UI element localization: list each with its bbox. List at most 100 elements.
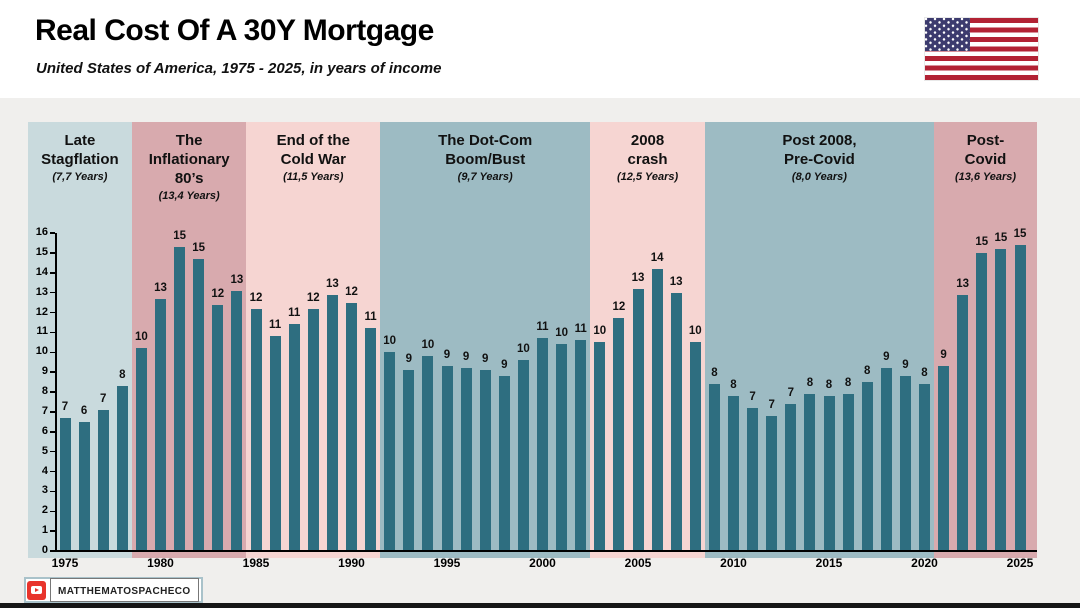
bar xyxy=(1014,244,1026,551)
bar xyxy=(899,376,911,551)
bar xyxy=(307,308,319,551)
bar xyxy=(517,360,529,551)
bar xyxy=(728,395,739,551)
bar-value-label: 8 xyxy=(806,376,814,389)
y-tick-mark xyxy=(50,550,55,552)
bar-value-label: 9 xyxy=(501,359,508,372)
bar-value-label: 11 xyxy=(574,323,587,336)
bar xyxy=(78,421,90,551)
y-tick-label: 10 xyxy=(35,345,48,358)
bar xyxy=(594,342,606,551)
era-title: Post 2008, xyxy=(782,132,857,149)
bar-value-label: 15 xyxy=(192,241,206,254)
era-title: End of the xyxy=(276,132,350,149)
y-axis-line xyxy=(55,233,57,551)
bar-value-label: 8 xyxy=(119,369,126,382)
bar-value-label: 7 xyxy=(99,392,107,405)
era-title: 2008 xyxy=(630,132,665,149)
bar xyxy=(995,248,1007,551)
x-tick-label: 1990 xyxy=(338,556,365,570)
era-title: Boom/Bust xyxy=(445,151,526,168)
y-tick-mark xyxy=(50,351,55,353)
bar xyxy=(632,288,644,551)
x-tick-label: 2010 xyxy=(720,556,747,570)
bar-value-label: 8 xyxy=(921,367,928,380)
y-tick-mark xyxy=(50,510,55,512)
bar xyxy=(823,395,835,551)
era-band: Post 2008, Pre-Covid (8,0 Years) xyxy=(704,122,935,558)
bar xyxy=(384,352,396,551)
bar-value-label: 14 xyxy=(650,251,664,264)
y-tick-label: 2 xyxy=(41,504,48,517)
bar-value-label: 12 xyxy=(612,301,626,314)
bar xyxy=(498,376,510,551)
x-tick-label: 2015 xyxy=(815,556,843,570)
bar-value-label: 13 xyxy=(230,273,244,286)
bar-value-label: 8 xyxy=(825,378,833,391)
bar-value-label: 11 xyxy=(536,321,549,334)
bar xyxy=(861,382,873,551)
bar xyxy=(269,336,281,551)
bar xyxy=(116,386,128,551)
era-average-label: (13,4 Years) xyxy=(158,190,220,202)
bar xyxy=(250,308,262,551)
era-title: Pre-Covid xyxy=(784,151,855,168)
y-tick-mark xyxy=(50,232,55,234)
youtube-icon xyxy=(27,580,46,600)
era-title: The Dot-Com xyxy=(438,132,533,149)
y-tick-mark xyxy=(50,411,55,413)
bar xyxy=(155,298,166,551)
bar-value-label: 13 xyxy=(325,277,339,290)
y-tick-label: 6 xyxy=(41,424,48,437)
bar xyxy=(613,318,625,551)
bar xyxy=(231,290,243,551)
bar-value-label: 9 xyxy=(883,351,890,364)
y-tick-mark xyxy=(50,490,55,493)
bar-value-label: 9 xyxy=(462,351,470,364)
watermark-text: MATTHEMATOSPACHECO xyxy=(58,586,191,597)
x-tick-label: 1985 xyxy=(242,556,270,570)
bar xyxy=(422,356,434,551)
bar xyxy=(689,342,701,551)
bar xyxy=(479,370,491,551)
y-tick-label: 13 xyxy=(35,285,48,298)
bar xyxy=(670,292,682,551)
bar xyxy=(747,407,759,551)
bar xyxy=(346,302,357,551)
bar-value-label: 8 xyxy=(711,367,718,380)
bar-value-label: 13 xyxy=(956,277,970,290)
bar-value-label: 11 xyxy=(364,311,377,324)
bar xyxy=(785,403,797,551)
x-tick-label: 1975 xyxy=(51,556,79,570)
bar-value-label: 12 xyxy=(345,285,358,298)
bar-value-label: 7 xyxy=(749,390,756,403)
x-tick-label: 2005 xyxy=(624,556,652,570)
y-tick-label: 12 xyxy=(35,305,48,318)
bar-value-label: 10 xyxy=(688,325,702,338)
bar xyxy=(403,370,415,551)
bar-value-label: 15 xyxy=(1013,227,1027,240)
bar-value-label: 8 xyxy=(863,365,871,378)
bar xyxy=(441,366,453,551)
x-tick-label: 1995 xyxy=(433,556,461,570)
bar-value-label: 9 xyxy=(481,353,489,366)
bar-value-label: 13 xyxy=(154,281,167,294)
bar-value-label: 9 xyxy=(902,359,909,372)
x-axis-line xyxy=(54,549,1037,552)
x-tick-label: 2000 xyxy=(529,556,556,570)
us-flag-icon xyxy=(925,18,1038,80)
bar-value-label: 9 xyxy=(405,353,412,366)
era-average-label: (11,5 Years) xyxy=(283,171,344,183)
bar-value-label: 7 xyxy=(768,398,775,411)
y-tick-mark xyxy=(50,530,55,532)
bar-value-label: 12 xyxy=(249,291,263,304)
bar xyxy=(460,368,472,551)
bar xyxy=(708,384,720,551)
bar-value-label: 9 xyxy=(940,349,947,362)
era-title: crash xyxy=(627,151,668,168)
bar xyxy=(938,366,950,551)
era-title: Post- xyxy=(966,132,1005,149)
era-title: Late xyxy=(64,132,96,149)
page-title: Real Cost Of A 30Y Mortgage xyxy=(35,14,434,47)
y-tick-mark xyxy=(50,272,55,274)
